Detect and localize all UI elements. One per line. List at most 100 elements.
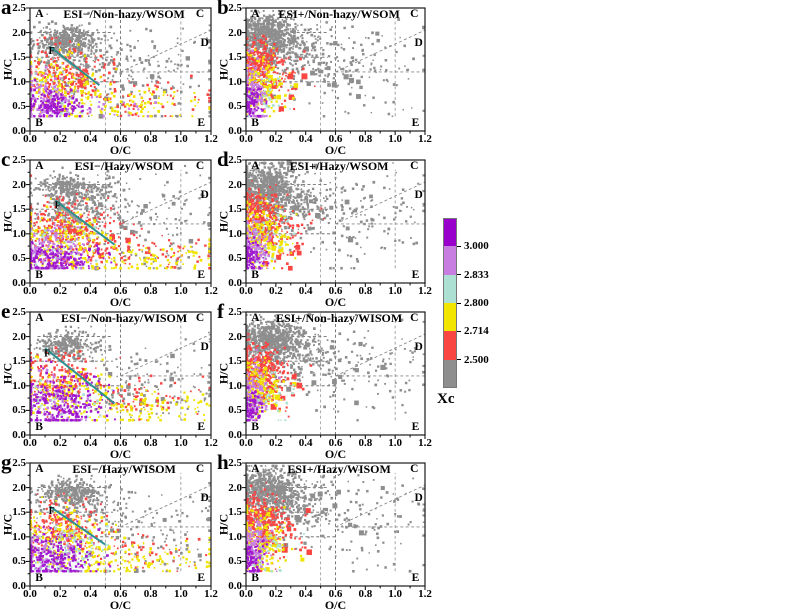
region-label: B bbox=[35, 420, 43, 433]
y-tick-label: 1.0 bbox=[228, 227, 242, 240]
y-tick-label: 1.5 bbox=[228, 355, 242, 368]
x-tick-label: 0.2 bbox=[268, 437, 283, 449]
y-tick-label: 0.0 bbox=[228, 429, 242, 441]
region-label: C bbox=[195, 462, 205, 475]
region-label: B bbox=[35, 571, 43, 584]
region-label: B bbox=[35, 268, 43, 281]
x-tick-label: 0.0 bbox=[239, 588, 253, 600]
colorbar-tick-label: 2.833 bbox=[464, 268, 489, 281]
region-label: D bbox=[414, 37, 423, 50]
y-tick-label: 2.5 bbox=[12, 154, 26, 166]
colorbar-segment bbox=[443, 331, 457, 360]
colorbar-tick-label: 2.800 bbox=[464, 297, 489, 309]
panel-title: ESI+/Non-hazy/WSOM bbox=[278, 7, 400, 21]
panel-title: ESI+/Hazy/WISOM bbox=[287, 462, 391, 476]
y-tick-label: 0.5 bbox=[12, 252, 26, 265]
colorbar-tick bbox=[457, 330, 461, 332]
panel-letter: f bbox=[217, 299, 224, 323]
y-tick-label: 2.5 bbox=[228, 2, 242, 14]
y-tick-label: 0.0 bbox=[228, 580, 242, 592]
panel-title: ESI+/Non-hazy/WISOM bbox=[275, 311, 403, 325]
scatter-plot-canvas bbox=[237, 0, 434, 140]
x-tick-label: 0.4 bbox=[298, 588, 313, 600]
panel-e: e ESI−/Non-hazy/WISOM H/C O/C 0.00.20.40… bbox=[1, 301, 220, 461]
region-label: B bbox=[251, 420, 259, 433]
x-tick-label: 1.0 bbox=[388, 133, 403, 145]
scatter-plot-canvas bbox=[21, 0, 220, 140]
region-label: A bbox=[251, 159, 260, 172]
x-tick-label: 0.0 bbox=[23, 437, 37, 449]
region-label: A bbox=[35, 311, 44, 324]
colorbar-title: Xc bbox=[437, 391, 455, 407]
x-tick-label: 0.2 bbox=[268, 285, 283, 297]
x-tick-label: 0.4 bbox=[298, 133, 313, 145]
x-tick-label: 0.8 bbox=[143, 285, 158, 297]
x-tick-label: 0.2 bbox=[268, 588, 283, 600]
x-tick-label: 0.6 bbox=[328, 285, 343, 297]
panel-letter: g bbox=[1, 450, 12, 474]
panel-title: ESI−/Hazy/WISOM bbox=[72, 462, 176, 476]
scatter-plot-canvas bbox=[237, 454, 434, 595]
panel-title: ESI−/Non-hazy/WISOM bbox=[61, 311, 188, 325]
x-tick-label: 0.8 bbox=[143, 133, 158, 145]
x-tick-label: 0.6 bbox=[328, 437, 343, 449]
x-tick-label: 0.0 bbox=[23, 588, 37, 600]
y-tick-label: 1.5 bbox=[228, 506, 242, 519]
region-label: C bbox=[195, 7, 205, 20]
x-tick-label: 0.4 bbox=[83, 588, 98, 600]
y-tick-label: 2.0 bbox=[228, 178, 242, 191]
region-label: D bbox=[414, 189, 423, 202]
scatter-plot-canvas bbox=[21, 303, 220, 444]
panel-letter: h bbox=[217, 450, 229, 474]
y-tick-label: 0.5 bbox=[12, 404, 26, 417]
x-tick-label: 0.2 bbox=[53, 437, 68, 449]
y-tick-label: 1.0 bbox=[228, 530, 242, 543]
region-label: D bbox=[414, 492, 423, 505]
x-tick-label: 1.0 bbox=[388, 437, 403, 449]
region-label: A bbox=[35, 159, 44, 172]
colorbar-tick-label: 2.714 bbox=[464, 325, 489, 338]
y-tick-label: 0.5 bbox=[228, 555, 242, 568]
region-label: E bbox=[197, 571, 206, 584]
colorbar-tick bbox=[457, 245, 461, 247]
region-label: B bbox=[35, 116, 43, 129]
x-tick-label: 1.2 bbox=[204, 285, 218, 297]
x-tick-label: 1.2 bbox=[204, 588, 218, 600]
x-tick-label: 1.2 bbox=[418, 437, 432, 449]
scatter-plot-canvas bbox=[21, 454, 220, 595]
y-tick-label: 0.0 bbox=[12, 125, 26, 137]
x-tick-label: 0.8 bbox=[143, 437, 158, 449]
x-tick-label: 0.0 bbox=[23, 133, 37, 145]
colorbar-tick bbox=[457, 302, 461, 304]
colorbar-tick bbox=[457, 359, 461, 361]
y-tick-label: 1.5 bbox=[12, 51, 26, 64]
panel-g: g ESI−/Hazy/WISOM H/C O/C 0.0 0.2 0.4 0.6 0.… bbox=[1, 452, 220, 612]
region-label: D bbox=[414, 341, 423, 354]
y-tick-label: 2.5 bbox=[228, 306, 242, 318]
region-label: A bbox=[35, 7, 44, 20]
y-tick-label: 1.0 bbox=[228, 75, 242, 88]
y-tick-label: 0.0 bbox=[228, 125, 242, 137]
x-tick-label: 0.4 bbox=[83, 437, 98, 449]
panel-f: f ESI+/Non-hazy/WISOM H/C O/C 0.00.20.40… bbox=[217, 301, 434, 461]
y-tick-label: 1.5 bbox=[12, 355, 26, 368]
colorbar-segment bbox=[443, 274, 457, 303]
colorbar-tick-label: 2.500 bbox=[464, 353, 489, 366]
region-label: B bbox=[251, 268, 259, 281]
x-tick-label: 0.0 bbox=[239, 285, 253, 297]
x-tick-label: 0.4 bbox=[298, 437, 313, 449]
region-label: D bbox=[200, 492, 209, 505]
y-tick-label: 1.5 bbox=[12, 203, 26, 216]
region-label: B bbox=[251, 571, 259, 584]
y-tick-label: 2.0 bbox=[228, 330, 242, 343]
x-tick-label: 1.2 bbox=[204, 133, 218, 145]
panel-letter: e bbox=[1, 299, 11, 323]
region-label: C bbox=[410, 159, 419, 172]
x-tick-label: 1.0 bbox=[173, 437, 188, 449]
x-tick-label: 1.0 bbox=[173, 588, 188, 600]
region-label: D bbox=[200, 37, 209, 50]
y-tick-label: 0.0 bbox=[12, 580, 26, 592]
y-tick-label: 2.5 bbox=[12, 2, 26, 14]
y-tick-label: 1.0 bbox=[12, 75, 26, 88]
x-tick-label: 1.2 bbox=[204, 437, 218, 449]
